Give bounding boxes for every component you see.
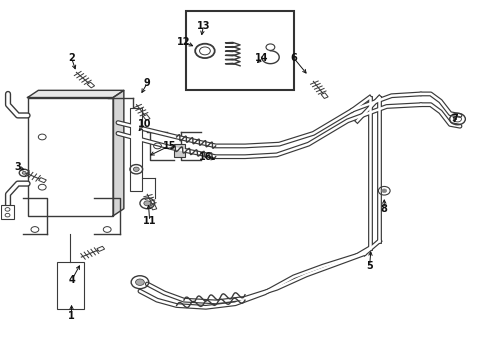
Text: 9: 9 [144,78,150,88]
Text: 4: 4 [68,275,75,285]
Polygon shape [27,90,124,98]
Circle shape [136,279,145,285]
Circle shape [133,167,139,171]
Bar [130,108,143,191]
Polygon shape [113,90,124,216]
Polygon shape [150,204,157,210]
Circle shape [144,201,151,206]
Polygon shape [143,114,150,120]
Bar [0,205,14,220]
Polygon shape [97,246,105,251]
Text: 6: 6 [291,53,297,63]
Text: 3: 3 [14,162,21,172]
Text: 12: 12 [177,37,191,47]
Polygon shape [321,93,328,99]
Text: 1: 1 [68,311,75,321]
Text: 16: 16 [199,152,213,162]
Text: 13: 13 [196,21,210,31]
Text: 7: 7 [452,114,459,124]
Circle shape [382,189,387,193]
Text: 8: 8 [381,204,388,214]
Polygon shape [87,82,95,88]
Text: 11: 11 [143,216,156,226]
Bar [186,12,294,90]
Text: 15: 15 [163,141,176,151]
Text: 5: 5 [366,261,373,271]
Text: 2: 2 [68,53,75,63]
Circle shape [22,171,26,174]
Polygon shape [39,177,47,183]
Text: 10: 10 [138,120,151,129]
Bar [57,262,84,309]
Text: 14: 14 [255,53,269,63]
Bar [174,144,185,157]
Bar [27,98,113,216]
